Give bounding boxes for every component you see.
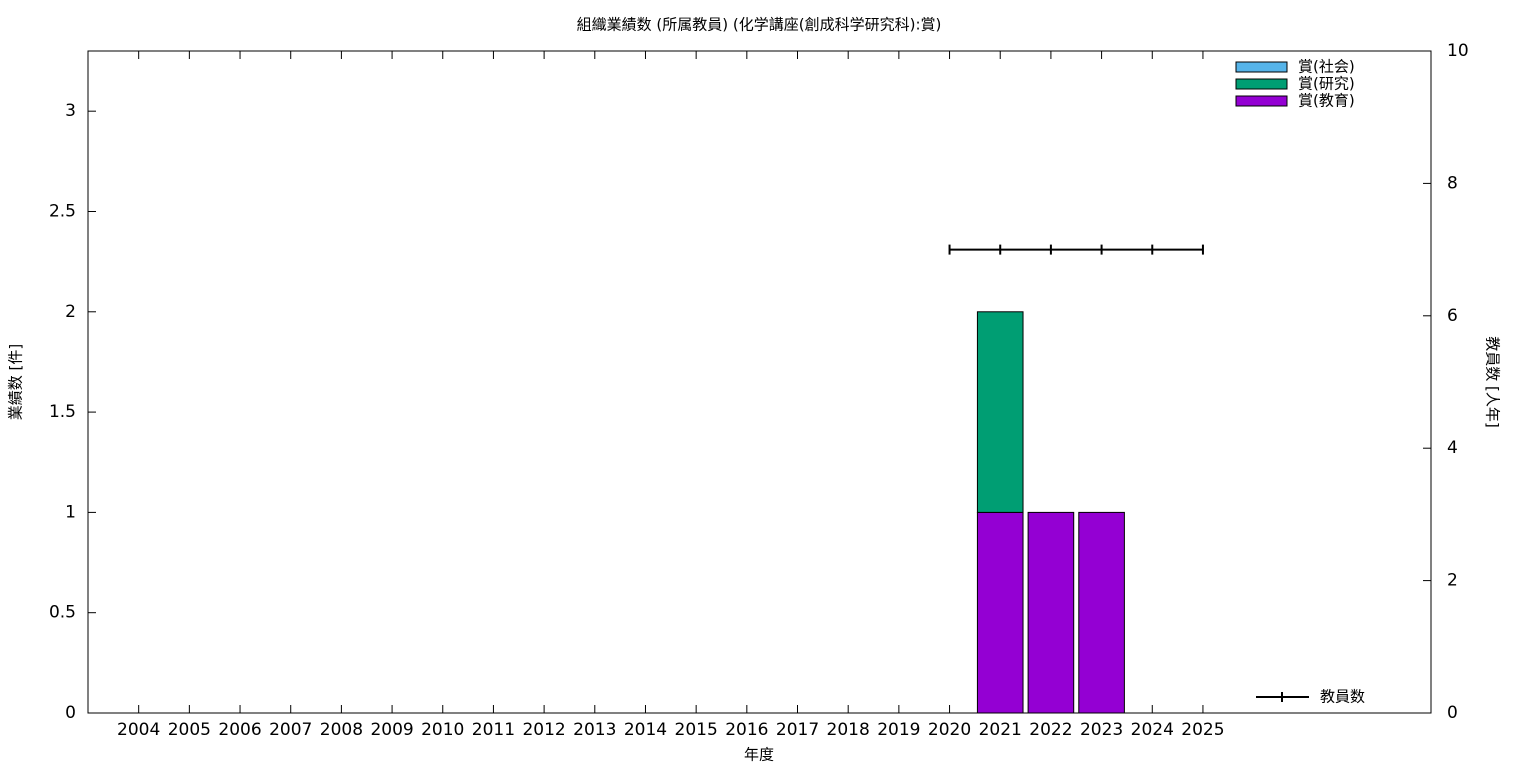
x-tick-label: 2021 xyxy=(979,720,1022,740)
y-tick-label: 2.5 xyxy=(49,201,76,221)
y2-tick-label: 6 xyxy=(1447,306,1458,326)
y2-tick-label: 4 xyxy=(1447,438,1458,458)
bar xyxy=(976,311,1024,513)
legend-label: 賞(社会) xyxy=(1298,58,1355,76)
x-tick-label: 2006 xyxy=(218,720,261,740)
x-tick-label: 2022 xyxy=(1029,720,1072,740)
x-tick-label: 2010 xyxy=(421,720,464,740)
y-tick-label: 3 xyxy=(65,101,76,121)
x-tick-label: 2015 xyxy=(675,720,718,740)
bar xyxy=(1027,511,1075,714)
x-tick-label: 2007 xyxy=(269,720,312,740)
legend-label: 教員数 xyxy=(1320,688,1365,706)
y2-tick-label: 8 xyxy=(1447,173,1458,193)
y2-tick-label: 2 xyxy=(1447,571,1458,591)
y2-tick-label: 0 xyxy=(1447,703,1458,723)
bar xyxy=(1078,511,1125,714)
plot-frame xyxy=(87,50,1432,714)
legend-label: 賞(教育) xyxy=(1298,92,1355,110)
bar xyxy=(976,511,1024,714)
x-tick-label: 2013 xyxy=(573,720,616,740)
x-tick-label: 2014 xyxy=(624,720,667,740)
legend-swatch xyxy=(1235,95,1288,107)
x-tick-label: 2024 xyxy=(1131,720,1174,740)
x-tick-label: 2017 xyxy=(776,720,819,740)
y2-tick-label: 10 xyxy=(1447,41,1469,61)
x-tick-label: 2025 xyxy=(1181,720,1224,740)
x-tick-label: 2023 xyxy=(1080,720,1123,740)
x-axis-label: 年度 xyxy=(744,746,774,764)
legend-swatch xyxy=(1235,78,1288,90)
chart-title: 組織業績数 (所属教員) (化学講座(創成科学研究科):賞) xyxy=(577,16,942,34)
x-tick-label: 2020 xyxy=(928,720,971,740)
y-tick-label: 2 xyxy=(65,302,76,322)
x-tick-label: 2019 xyxy=(877,720,920,740)
legend-swatch xyxy=(1235,61,1288,73)
y-tick-label: 1.5 xyxy=(49,402,76,422)
x-tick-label: 2011 xyxy=(472,720,515,740)
x-tick-label: 2012 xyxy=(522,720,565,740)
y-tick-label: 1 xyxy=(65,502,76,522)
x-tick-label: 2009 xyxy=(370,720,413,740)
y-tick-label: 0.5 xyxy=(49,603,76,623)
x-tick-label: 2005 xyxy=(168,720,211,740)
y-axis-label: 業績数 [件] xyxy=(7,344,25,420)
x-tick-label: 2016 xyxy=(725,720,768,740)
y2-axis-label: 教員数 [人年] xyxy=(1484,336,1502,427)
x-tick-label: 2018 xyxy=(827,720,870,740)
x-tick-label: 2008 xyxy=(320,720,363,740)
x-tick-label: 2004 xyxy=(117,720,160,740)
legend-label: 賞(研究) xyxy=(1298,75,1355,93)
y-tick-label: 0 xyxy=(65,703,76,723)
